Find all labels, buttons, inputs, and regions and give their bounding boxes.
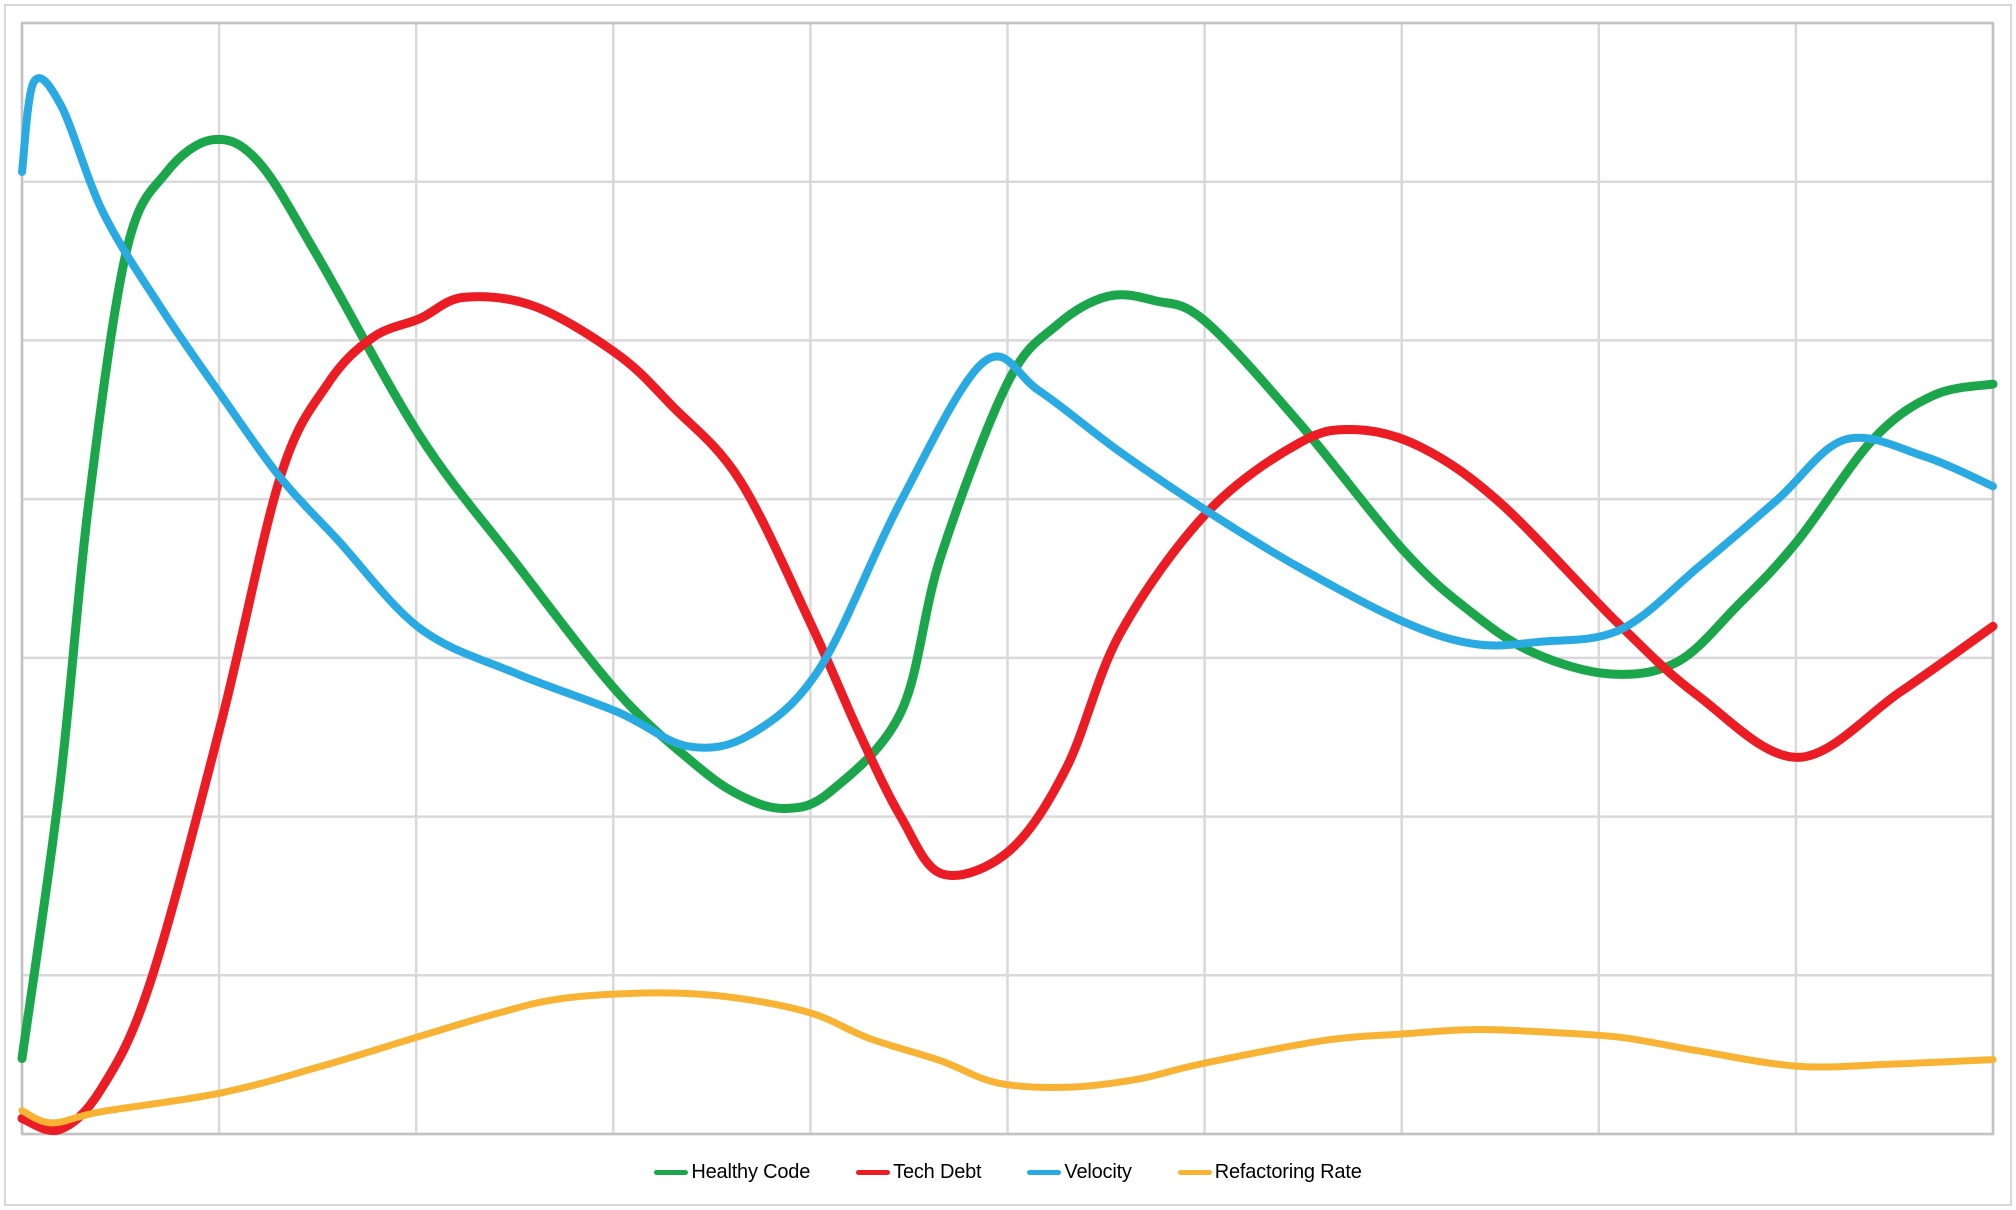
series-line-refactoring-rate [18,989,1997,1127]
plot-border [20,21,1995,1136]
legend-label-velocity: Velocity [1064,1161,1132,1183]
healthy-code-line-marker-icon [654,1169,689,1175]
chart-legend: Healthy Code Tech Debt Velocity Refactor… [0,1156,2016,1188]
legend-label-refactoring-rate: Refactoring Rate [1214,1161,1362,1183]
legend-item-healthy-code: Healthy Code [654,1160,810,1184]
tech-debt-line-marker-icon [856,1169,891,1175]
legend-item-tech-debt: Tech Debt [856,1160,982,1184]
legend-label-healthy-code: Healthy Code [691,1161,811,1183]
series-line-healthy-code [17,134,1998,1063]
series-lines [17,74,1998,1136]
figure-border [4,4,2012,1206]
series-line-tech-debt [17,292,1998,1136]
refactoring-rate-line-marker-icon [1177,1169,1212,1175]
legend-item-refactoring-rate: Refactoring Rate [1177,1160,1362,1184]
series-line-velocity [18,74,1997,752]
legend-item-velocity: Velocity [1027,1160,1132,1184]
legend-label-tech-debt: Tech Debt [893,1161,982,1183]
velocity-line-marker-icon [1027,1169,1062,1175]
gridlines [20,21,1995,1136]
